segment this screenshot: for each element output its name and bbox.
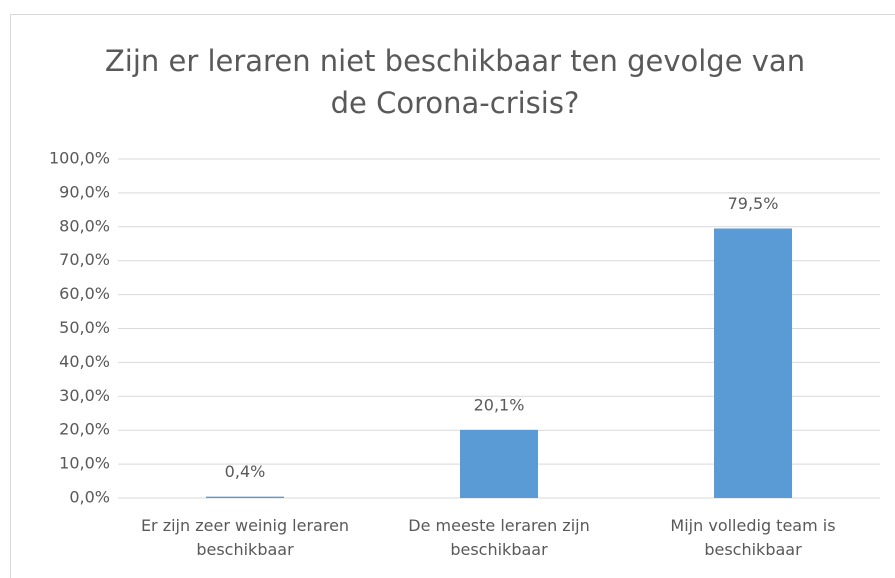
x-tick-label: Er zijn zeer weinig leraren beschikbaar (140, 516, 350, 559)
chart-frame (10, 14, 895, 578)
x-tick-label: Mijn volledig team is beschikbaar (670, 516, 836, 559)
y-tick-label: 50,0% (59, 318, 110, 337)
y-tick-label: 20,0% (59, 420, 110, 439)
bar (714, 228, 792, 498)
x-tick-label: De meeste leraren zijn beschikbaar (408, 516, 590, 559)
data-label: 0,4% (225, 462, 266, 481)
y-tick-label: 80,0% (59, 216, 110, 235)
y-tick-label: 70,0% (59, 250, 110, 269)
y-tick-label: 0,0% (69, 488, 110, 507)
y-tick-label: 30,0% (59, 386, 110, 405)
y-tick-label: 60,0% (59, 284, 110, 303)
bar (206, 496, 284, 498)
chart-title: Zijn er leraren niet beschikbaar ten gev… (104, 44, 806, 120)
y-tick-label: 10,0% (59, 454, 110, 473)
data-label: 20,1% (474, 395, 525, 414)
y-tick-label: 90,0% (59, 182, 110, 201)
data-label: 79,5% (728, 194, 779, 213)
y-tick-label: 40,0% (59, 352, 110, 371)
y-tick-label: 100,0% (49, 149, 110, 168)
bar (460, 429, 538, 498)
